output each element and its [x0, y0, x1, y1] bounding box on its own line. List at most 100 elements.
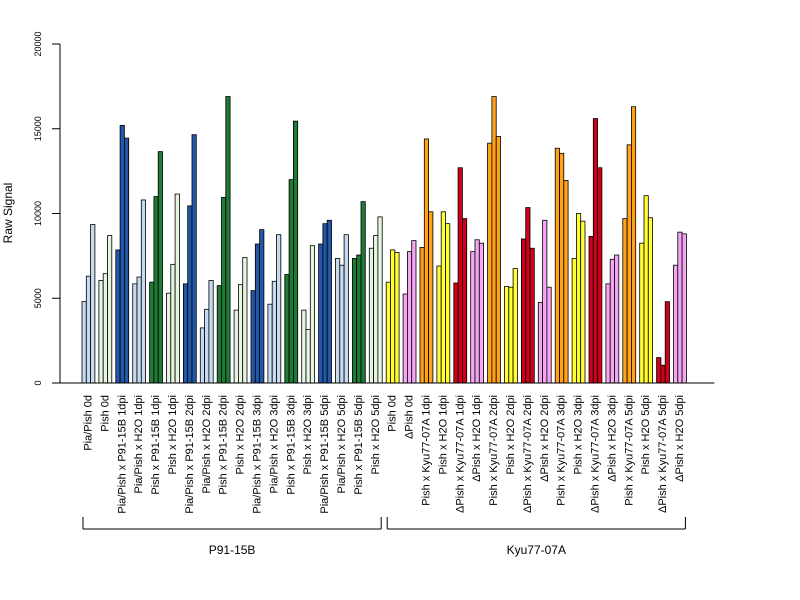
bar [423, 138, 429, 384]
bar [153, 196, 159, 384]
x-tick-label: ΔPish x H2O 2dpi [539, 395, 551, 482]
bar [132, 283, 138, 384]
x-tick-label: Pish x P91-15B 5dpi [353, 395, 365, 495]
y-tick-label: 10000 [33, 201, 43, 226]
bar [85, 275, 92, 384]
bar [343, 234, 349, 384]
bar [136, 276, 142, 384]
bar [208, 280, 214, 384]
bar [237, 284, 244, 384]
bar [546, 286, 552, 384]
bar [170, 263, 176, 384]
bar [626, 144, 632, 384]
bar [631, 106, 637, 384]
x-tick-label: ΔPish x Kyu77-07A 3dpi [589, 395, 601, 513]
bar [609, 258, 615, 384]
bar [351, 258, 358, 384]
bar [647, 217, 653, 384]
bar [440, 211, 446, 384]
bar [305, 329, 311, 384]
y-tick-label: 5000 [33, 288, 43, 308]
bar [242, 257, 248, 384]
bar [656, 357, 662, 384]
bar [592, 118, 598, 384]
bar [419, 246, 425, 384]
x-tick-label: Pish x Kyu77-07A 1dpi [420, 395, 432, 506]
bar [166, 292, 172, 384]
bar [402, 293, 408, 384]
bar [521, 238, 527, 384]
bar [284, 274, 290, 384]
bar [385, 281, 391, 384]
bar [233, 309, 239, 384]
x-tick-label: Pish x Kyu77-07A 3dpi [556, 395, 568, 506]
bar [478, 242, 484, 384]
bar [259, 229, 265, 384]
bar [292, 120, 299, 384]
x-tick-label: Pish x P91-15B 2dpi [218, 395, 230, 495]
y-tick-label: 15000 [33, 116, 43, 141]
x-tick-label: Pish x H2O 1dpi [167, 395, 179, 474]
group-brackets: P91-15B Kyu77-07A [82, 517, 686, 557]
x-tick-label: Pia/Pish x H2O 1dpi [133, 395, 145, 493]
bar [187, 205, 193, 384]
bar [588, 235, 594, 384]
x-tick-label: Pish 0d [387, 395, 399, 432]
bar [276, 234, 282, 384]
bar [216, 285, 222, 384]
x-tick-label: Pish x H2O 2dpi [235, 395, 247, 474]
bar [436, 265, 442, 384]
bar [563, 180, 569, 384]
bar [250, 290, 256, 384]
bar [318, 243, 324, 384]
bar [373, 235, 379, 384]
x-tick-label: Pia/Pish x H2O 2dpi [201, 395, 213, 493]
bar [356, 254, 362, 384]
bar [90, 224, 96, 384]
y-axis: 0 5000 10000 15000 20000 [33, 31, 61, 386]
bar [309, 245, 315, 384]
bar [504, 285, 510, 384]
group-label: P91-15B [209, 543, 256, 557]
bar [660, 364, 666, 384]
x-tick-label: Pish x H2O 2dpi [505, 395, 517, 474]
group-label: Kyu77-07A [507, 543, 566, 557]
bar [221, 196, 227, 384]
bar [288, 179, 294, 384]
bar [191, 134, 197, 384]
x-tick-label: ΔPish x Kyu77-07A 1dpi [454, 395, 466, 513]
bar [267, 303, 273, 384]
bar [98, 280, 104, 384]
bar [571, 258, 577, 384]
bar [453, 282, 459, 384]
bar [529, 247, 535, 384]
bar [542, 219, 548, 384]
x-tick-label: Pia/Pish x P91-15B 3dpi [251, 395, 263, 514]
x-tick-label: Pish x P91-15B 3dpi [285, 395, 297, 495]
bar [576, 213, 582, 384]
x-tick-label: Pia/Pish x P91-15B 1dpi [116, 395, 128, 514]
x-tick-label: Pia/Pish x P91-15B 5dpi [319, 395, 331, 514]
x-tick-label: Pish x P91-15B 1dpi [150, 395, 162, 495]
bar [140, 199, 147, 384]
bar [445, 223, 451, 384]
bar [102, 273, 108, 384]
bar [470, 251, 476, 384]
bar [643, 195, 649, 384]
bar [580, 220, 586, 384]
x-tick-label: Pia/Pish x P91-15B 2dpi [184, 395, 196, 514]
bar [368, 247, 374, 384]
x-tick-label: Pia/Pish x H2O 5dpi [336, 395, 348, 493]
x-tick-label: ΔPish x Kyu77-07A 2dpi [522, 395, 534, 513]
x-tick-label: ΔPish x H2O 1dpi [471, 395, 483, 482]
bar [512, 268, 518, 384]
bar [559, 152, 565, 384]
bar [664, 301, 670, 384]
bar [81, 301, 87, 384]
bar [537, 302, 543, 384]
bar [225, 96, 231, 384]
bar [115, 249, 121, 384]
bar [597, 167, 603, 384]
y-axis-label: Raw Signal [1, 183, 15, 244]
